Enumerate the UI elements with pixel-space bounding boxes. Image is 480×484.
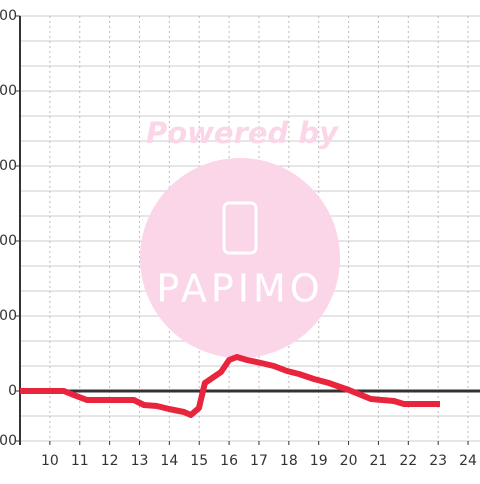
y-tick-label: 120,000: [0, 83, 17, 99]
watermark-logo: PAPIMO: [156, 267, 323, 311]
x-tick-label: 22: [399, 453, 417, 469]
y-tick-label: 0: [8, 383, 17, 399]
x-tick-label: 11: [71, 453, 89, 469]
x-tick-label: 16: [220, 453, 238, 469]
y-tick-label: 150,000: [0, 8, 17, 24]
x-tick-label: 10: [41, 453, 59, 469]
x-tick-label: 23: [429, 453, 447, 469]
x-tick-label: 19: [310, 453, 328, 469]
y-tick-label: -20,000: [0, 433, 17, 449]
y-tick-label: 60,000: [0, 233, 17, 249]
y-tick-label: 30,000: [0, 308, 17, 324]
x-tick-label: 15: [190, 453, 208, 469]
data-line: [20, 354, 440, 418]
x-tick-label: 17: [250, 453, 268, 469]
watermark-icon: [222, 201, 258, 255]
x-tick-label: 14: [160, 453, 178, 469]
y-tick-label: 90,000: [0, 158, 17, 174]
watermark-text: Powered by: [146, 116, 339, 150]
x-tick-label: 13: [131, 453, 149, 469]
x-tick-label: 12: [101, 453, 119, 469]
x-tick-label: 18: [280, 453, 298, 469]
x-tick-label: 21: [370, 453, 388, 469]
watermark-circle: [140, 158, 340, 358]
x-tick-label: 20: [340, 453, 358, 469]
x-tick-label: 24: [459, 453, 477, 469]
